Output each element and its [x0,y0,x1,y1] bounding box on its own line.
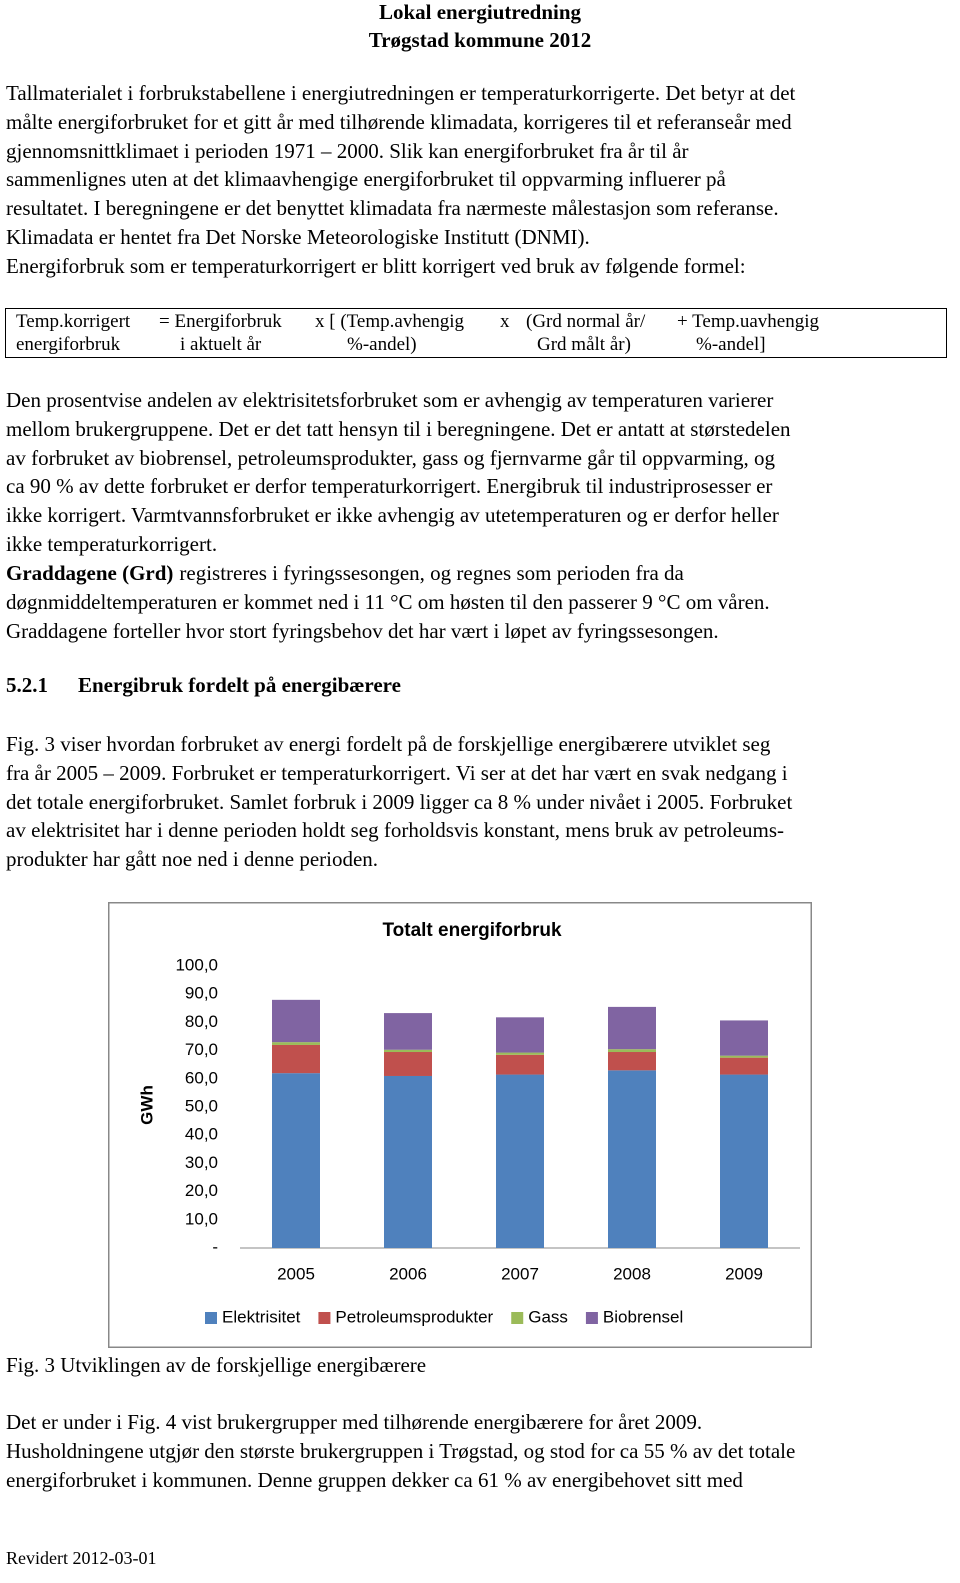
text-line: av elektrisitet har i denne perioden hol… [6,818,784,843]
y-tick-label: 10,0 [185,1209,218,1228]
figure-caption: Fig. 3 Utviklingen av de forskjellige en… [6,1353,427,1377]
formula-cell: = Energiforbruk [159,311,282,332]
text-line: sammenlignes uten at det klimaavhengige … [6,167,726,192]
bar-segment [272,999,320,1043]
text-line: Graddagene forteller hvor stort fyringsb… [6,618,719,643]
text-line: Tallmaterialet i forbrukstabellene i ene… [6,81,796,105]
bar-segment [272,1073,320,1248]
text-line: Klimadata er hentet fra Det Norske Meteo… [6,224,590,249]
bar-segment [720,1057,768,1075]
bar-segment [608,1052,656,1071]
text-line: produkter har gått noe ned i denne perio… [6,847,379,872]
y-tick-label: 60,0 [185,1068,218,1087]
formula-cell: energiforbruk [16,334,121,355]
doc-title: Lokal energiutredning [378,0,582,24]
doc-subtitle: Trøgstad kommune 2012 [368,28,592,52]
bar-segment [384,1049,432,1053]
text-line: gjennomsnittklimaet i perioden 1971 – 20… [6,138,689,163]
bar-segment [496,1017,544,1053]
text-line: Det er under i Fig. 4 vist brukergrupper… [6,1410,703,1434]
x-tick-label: 2006 [389,1264,427,1283]
bar-segment [720,1020,768,1056]
formula-cell: i aktuelt år [180,334,262,355]
text-line: fra år 2005 – 2009. Forbruket er tempera… [6,760,788,785]
text-line: av forbruket av biobrensel, petroleumspr… [6,445,775,470]
share-paragraph: Den prosentvise andelen av elektrisitets… [6,386,956,559]
legend-label: Elektrisitet [222,1307,301,1326]
bar-segment [608,1070,656,1248]
bar-segment [384,1013,432,1050]
x-tick-label: 2009 [725,1264,763,1283]
y-tick-label: 30,0 [185,1153,218,1172]
legend-swatch [318,1312,331,1324]
y-tick-label: 50,0 [185,1096,218,1115]
bar-segment [608,1006,656,1050]
bar-segment [384,1075,432,1248]
degree-days-paragraph: Graddagene (Grd) registreres i fyringsses… [6,559,956,645]
text-line: mellom brukergruppene. Det er det tatt h… [6,416,791,441]
formula-cell: + Temp.uavhengig [677,311,820,332]
legend-label: Petroleumsprodukter [335,1307,493,1326]
bar-segment [272,1044,320,1074]
footer: Revidert 2012-03-01 [6,1548,157,1568]
text-line: energiforbruket i kommunen. Denne gruppe… [6,1467,743,1492]
y-tick-label: - [212,1237,218,1256]
bar-segment [496,1054,544,1075]
legend-label: Biobrensel [603,1307,683,1326]
y-tick-label: 90,0 [185,984,218,1003]
text-line: ikke temperaturkorrigert. [6,531,218,556]
bar-segment [496,1052,544,1055]
bar-segment [496,1074,544,1248]
formula-cell: x [500,311,510,332]
chart-frame [108,902,812,1348]
text-line: Den prosentvise andelen av elektrisitets… [6,388,774,412]
legend-swatch [205,1312,217,1324]
text-line: Fig. 3 viser hvordan forbruket av energi… [6,732,771,756]
term: Graddagene (Grd) [6,561,174,585]
text-line: Husholdningene utgjør den største bruker… [6,1438,796,1463]
text-line: resultatet. I beregningene er det benytt… [6,196,779,221]
legend-label: Gass [528,1307,568,1326]
text-line: det totale energiforbruket. Samlet forbr… [6,789,793,814]
text-line: ikke korrigert. Varmtvannsforbruket er i… [6,503,779,528]
bar-segment [720,1055,768,1058]
intro-paragraph: Tallmaterialet i forbrukstabellene i ene… [6,79,956,281]
bar-segment [720,1074,768,1248]
section-number: 5.2.1 [6,673,48,697]
outro-paragraph: Det er under i Fig. 4 vist brukergrupper… [6,1408,956,1494]
x-tick-label: 2007 [501,1264,539,1283]
formula-cell: (Grd normal år/ [526,311,646,332]
legend-swatch [585,1312,598,1324]
y-tick-label: 40,0 [185,1125,218,1144]
text-line: Energiforbruk som er temperaturkorrigert… [6,253,746,278]
chart: Totalt energiforbruk GWh - 10,0 20,0 30,0 40… [108,902,812,1348]
bar-segment [272,1042,320,1045]
chart-title: Totalt energiforbruk [382,920,562,941]
y-tick-label: 20,0 [185,1181,218,1200]
x-tick-label: 2005 [277,1264,315,1283]
bar-segment [608,1049,656,1053]
x-tick-label: 2008 [613,1264,651,1283]
fig-paragraph: Fig. 3 viser hvordan forbruket av energi… [6,730,956,874]
y-tick-label: 80,0 [185,1012,218,1031]
formula-cell: Grd målt år) [537,334,631,355]
formula-box: Temp.korrigert = Energiforbruk x [ (Temp.a… [5,308,947,358]
section-heading: 5.2.1 Energibruk fordelt på energibærere [6,673,401,698]
formula-cell: %-andel) [347,334,417,355]
formula-cell: Temp.korrigert [16,311,131,332]
formula-cell: x [ (Temp.avhengig [315,311,465,332]
bar-segment [384,1052,432,1076]
text-line: ca 90 % av dette forbruket er derfor tem… [6,474,773,499]
y-axis-label: GWh [137,1085,156,1125]
formula-cell: %-andel] [696,334,766,355]
legend-swatch [511,1312,524,1324]
section-title: Energibruk fordelt på energibærere [78,673,401,697]
y-tick-label: 70,0 [185,1040,218,1059]
text-line: registreres i fyringssesongen, og regnes… [179,561,684,585]
y-tick-label: 100,0 [175,955,218,974]
text-line: døgnmiddeltemperaturen er kommet ned i 1… [6,589,770,614]
text-line: målte energiforbruket for et gitt år med… [6,109,792,134]
